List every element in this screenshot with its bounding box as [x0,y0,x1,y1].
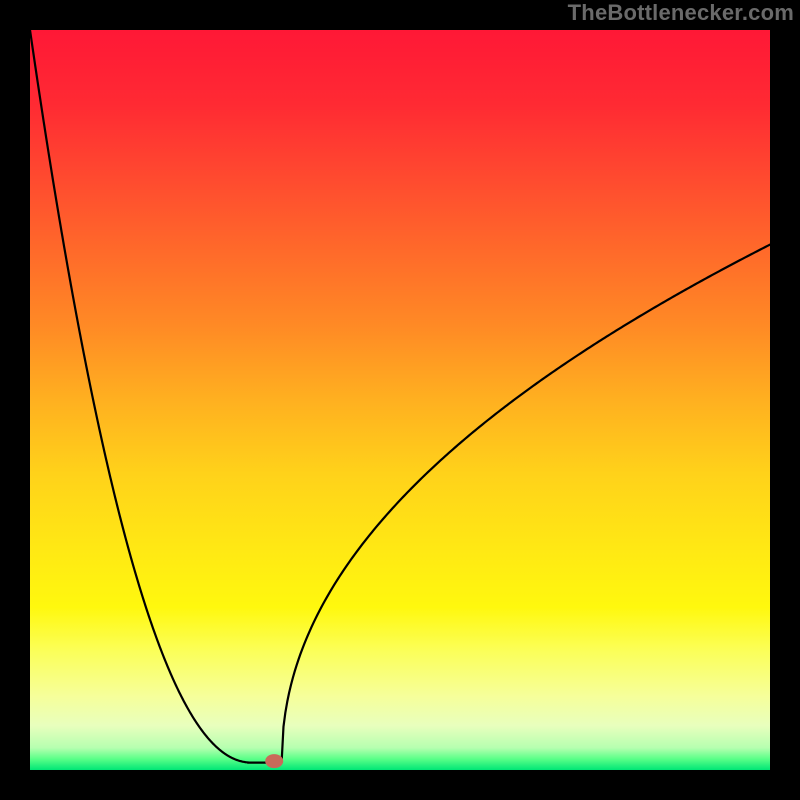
curve-layer [0,0,800,800]
attribution-label: TheBottlenecker.com [568,0,794,26]
bottleneck-curve [30,30,770,763]
optimal-point-marker [265,754,283,768]
chart-container: TheBottlenecker.com [0,0,800,800]
